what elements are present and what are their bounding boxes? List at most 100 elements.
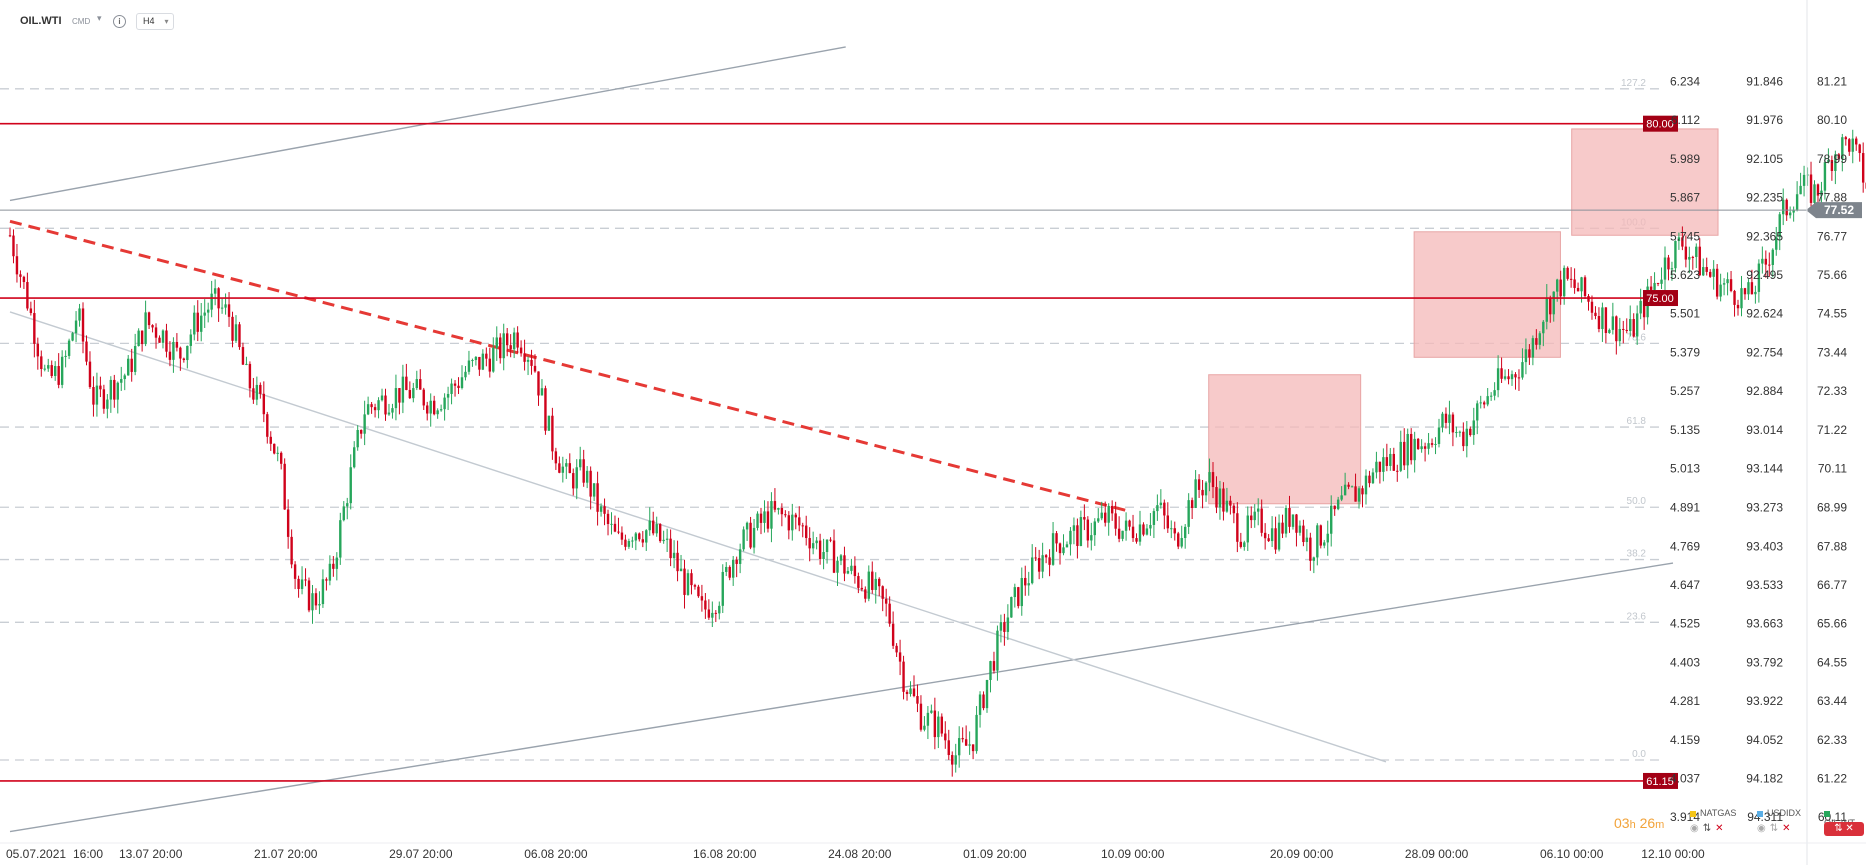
candle-body (871, 571, 874, 590)
candle-body (1416, 438, 1420, 450)
price-level-badge-label: 75.00 (1646, 293, 1674, 305)
candle-body (116, 382, 119, 400)
chevron-down-icon[interactable]: ▾ (97, 13, 102, 23)
candle-body (551, 415, 554, 452)
candle-body (1354, 486, 1357, 502)
legend-item-natgas[interactable]: NATGAS (1690, 808, 1736, 818)
candle-body (1149, 524, 1152, 529)
usdidx-axis-tick: 91.846 (1746, 74, 1783, 88)
candle-body (999, 622, 1003, 631)
candle-body (707, 609, 711, 618)
candle-body (1343, 484, 1347, 496)
candle-body (1691, 256, 1695, 258)
candle-body (12, 235, 15, 257)
candle-body (1653, 282, 1656, 290)
candle-body (419, 379, 422, 390)
candle-body (1406, 433, 1409, 466)
candle-body (446, 393, 450, 398)
candle-body (1375, 461, 1378, 473)
candle-body (1549, 297, 1552, 315)
candle-body (1462, 431, 1465, 447)
oil-axis-tick: 72.33 (1817, 384, 1847, 398)
usdidx-controls[interactable]: ◉⇅✕ (1757, 823, 1795, 834)
candle-body (731, 559, 735, 578)
candle-body (1399, 441, 1402, 471)
candle-body (273, 443, 276, 454)
candle-body (926, 712, 930, 726)
natgas-axis-tick: 6.234 (1670, 74, 1700, 88)
candle-body (1409, 433, 1413, 461)
candle-body (1239, 541, 1243, 547)
candle-body (1823, 162, 1827, 191)
candle-body (565, 463, 568, 467)
candle-body (36, 343, 40, 357)
candle-body (857, 576, 860, 588)
candle-body (133, 346, 137, 372)
candle-body (1246, 515, 1249, 543)
candle-body (697, 586, 700, 597)
candle-body (1190, 500, 1194, 508)
candle-body (457, 385, 460, 389)
natgas-axis-tick: 5.867 (1670, 191, 1700, 205)
candle-body (888, 603, 891, 624)
candle-body (1208, 472, 1211, 483)
candle-body (1037, 557, 1041, 572)
oil-axis-tick: 77.88 (1817, 191, 1847, 205)
candle-body (756, 513, 759, 528)
candle-body (1170, 528, 1173, 530)
info-icon[interactable]: i (113, 15, 126, 28)
oil-axis-tick: 74.55 (1817, 307, 1847, 321)
candle-body (262, 393, 266, 415)
candle-body (1573, 279, 1576, 288)
oil-controls-active[interactable]: ⇅ ✕ (1824, 822, 1864, 836)
candle-body (436, 410, 439, 415)
candle-body (523, 353, 526, 362)
candle-body (95, 385, 99, 405)
candle-body (450, 383, 453, 394)
candle-body (951, 755, 954, 765)
candle-body (401, 376, 405, 403)
candle-body (533, 365, 537, 372)
candle-body (864, 589, 867, 599)
candle-body (686, 573, 690, 595)
candle-body (1378, 461, 1382, 472)
candle-body (88, 361, 92, 388)
candle-body (499, 337, 502, 359)
candle-body (1403, 441, 1406, 466)
natgas-controls[interactable]: ◉⇅✕ (1690, 823, 1728, 834)
candle-body (853, 565, 857, 577)
symbol-label[interactable]: OIL.WTI (20, 15, 62, 27)
candle-body (617, 531, 620, 533)
candle-body (1138, 524, 1142, 542)
candle-body (693, 585, 697, 587)
candle-body (206, 309, 210, 313)
candle-body (196, 312, 199, 332)
candle-body (1493, 390, 1496, 396)
candle-body (1253, 511, 1256, 521)
candle-body (964, 739, 968, 746)
candle-body (1535, 338, 1538, 345)
candle-body (589, 470, 592, 497)
legend-item-usdidx[interactable]: USDIDX (1757, 808, 1801, 818)
candle-body (780, 508, 784, 515)
usdidx-axis-tick: 94.311 (1747, 810, 1783, 824)
candle-body (464, 371, 467, 378)
candle-body (1688, 256, 1691, 260)
candle-body (1423, 446, 1427, 449)
candle-body (794, 514, 797, 518)
candle-body (1830, 160, 1834, 171)
candle-body (989, 661, 992, 680)
candle-body (1580, 277, 1583, 292)
candle-body (502, 333, 505, 359)
candle-body (186, 345, 189, 361)
candle-body (1465, 428, 1469, 447)
candle-body (154, 327, 158, 338)
candle-body (346, 503, 349, 507)
timeframe-selector[interactable]: H4 ▾ (136, 13, 174, 30)
candle-body (488, 358, 492, 372)
close-icon: ✕ (1782, 823, 1795, 834)
candle-body (1542, 321, 1545, 334)
candle-body (509, 345, 512, 350)
candle-body (620, 532, 624, 540)
